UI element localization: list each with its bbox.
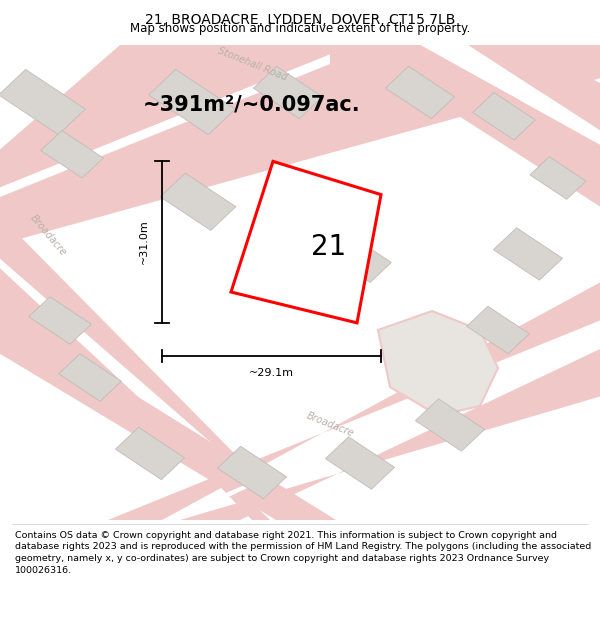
Polygon shape — [493, 228, 563, 280]
Polygon shape — [217, 446, 287, 499]
Polygon shape — [295, 199, 365, 252]
Text: ~391m²/~0.097ac.: ~391m²/~0.097ac. — [143, 94, 361, 114]
Text: Stonehall Road: Stonehall Road — [216, 46, 288, 82]
Polygon shape — [378, 311, 498, 416]
Polygon shape — [160, 173, 236, 231]
Polygon shape — [149, 69, 235, 134]
Polygon shape — [0, 69, 85, 134]
Polygon shape — [115, 428, 185, 479]
Polygon shape — [468, 45, 600, 131]
Polygon shape — [108, 282, 600, 520]
Polygon shape — [329, 235, 391, 282]
Polygon shape — [0, 54, 330, 197]
Polygon shape — [385, 66, 455, 119]
Polygon shape — [0, 259, 300, 520]
Text: 21, BROADACRE, LYDDEN, DOVER, CT15 7LB: 21, BROADACRE, LYDDEN, DOVER, CT15 7LB — [145, 12, 455, 27]
Polygon shape — [467, 306, 529, 354]
Text: Broadacre: Broadacre — [28, 213, 68, 258]
Polygon shape — [0, 216, 300, 520]
Polygon shape — [29, 297, 91, 344]
Polygon shape — [41, 131, 103, 178]
Polygon shape — [0, 45, 600, 244]
Polygon shape — [473, 92, 535, 140]
Polygon shape — [415, 399, 485, 451]
Text: Contains OS data © Crown copyright and database right 2021. This information is : Contains OS data © Crown copyright and d… — [15, 531, 591, 575]
Polygon shape — [420, 45, 600, 145]
Polygon shape — [180, 349, 600, 520]
Text: ~29.1m: ~29.1m — [249, 368, 294, 378]
Polygon shape — [231, 161, 381, 323]
Polygon shape — [348, 45, 600, 206]
Text: Map shows position and indicative extent of the property.: Map shows position and indicative extent… — [130, 22, 470, 35]
Polygon shape — [162, 321, 600, 520]
Polygon shape — [0, 268, 330, 520]
Polygon shape — [59, 354, 121, 401]
Polygon shape — [530, 157, 586, 199]
Polygon shape — [0, 45, 330, 188]
Text: 21: 21 — [311, 234, 346, 261]
Polygon shape — [325, 437, 395, 489]
Text: Broadacre: Broadacre — [305, 411, 355, 439]
Polygon shape — [0, 311, 336, 520]
Polygon shape — [253, 66, 323, 119]
Text: ~31.0m: ~31.0m — [139, 220, 149, 264]
